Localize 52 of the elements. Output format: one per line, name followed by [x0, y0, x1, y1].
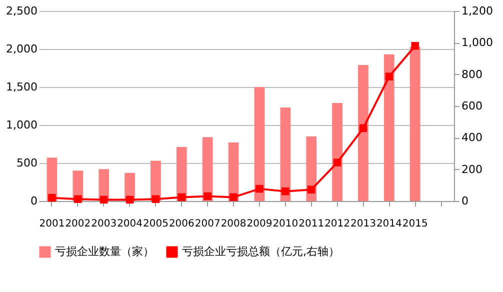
point: [411, 42, 419, 50]
x-tick-label: 2012: [324, 218, 350, 230]
point: [178, 193, 186, 202]
y-tick-label: 0: [30, 194, 38, 208]
point: [126, 196, 134, 204]
y-tick-label: 2,500: [6, 4, 38, 18]
bar: [280, 108, 291, 201]
point: [204, 192, 212, 200]
bar: [332, 102, 342, 201]
y-tick-label: 1,000: [6, 118, 38, 132]
bar: [410, 46, 420, 201]
point: [230, 193, 238, 202]
x-tick-label: 2008: [220, 218, 246, 230]
y2-tick-label: 1,200: [462, 4, 493, 18]
point: [282, 187, 290, 196]
x-tick-label: 2009: [246, 218, 272, 230]
x-tick-label: 2015: [402, 218, 428, 230]
x-tick-label: 2014: [376, 218, 402, 230]
y-tick-label: 1,500: [6, 80, 38, 94]
x-tick-label: 2003: [91, 218, 117, 230]
bar: [202, 137, 213, 201]
x-tick-label: 2007: [194, 218, 220, 230]
point: [385, 72, 394, 80]
bar: [254, 87, 265, 201]
x-tick-label: 2006: [168, 218, 194, 230]
x-tick-label: 2011: [298, 218, 324, 230]
y2-tick-label: 0: [462, 194, 468, 208]
x-tick-label: 2004: [117, 218, 143, 230]
y-tick-label: 2,000: [6, 42, 38, 56]
y2-tick-label: 400: [462, 131, 482, 144]
point: [100, 196, 108, 204]
legend-label: 亏损企业数量（家）: [55, 245, 154, 258]
x-tick-label: 2002: [65, 218, 91, 230]
point: [307, 186, 316, 194]
point: [359, 124, 368, 132]
y2-tick-label: 600: [462, 100, 482, 112]
y2-tick-label: 200: [462, 162, 482, 176]
bar: [384, 54, 394, 201]
point: [74, 195, 82, 203]
y-tick-label: 500: [16, 156, 38, 170]
x-tick-label: 2013: [350, 218, 376, 230]
legend-label: 亏损企业亏损总额（亿元,右轴）: [182, 245, 340, 258]
y2-tick-label: 1,000: [462, 36, 493, 50]
x-tick-label: 2010: [272, 218, 298, 230]
point: [152, 195, 160, 203]
bar: [358, 64, 368, 201]
point: [48, 194, 56, 202]
x-tick-label: 2001: [39, 218, 65, 230]
y2-tick-label: 800: [462, 68, 482, 81]
x-tick-label: 2005: [142, 218, 168, 230]
point: [256, 184, 264, 193]
point: [333, 158, 342, 166]
